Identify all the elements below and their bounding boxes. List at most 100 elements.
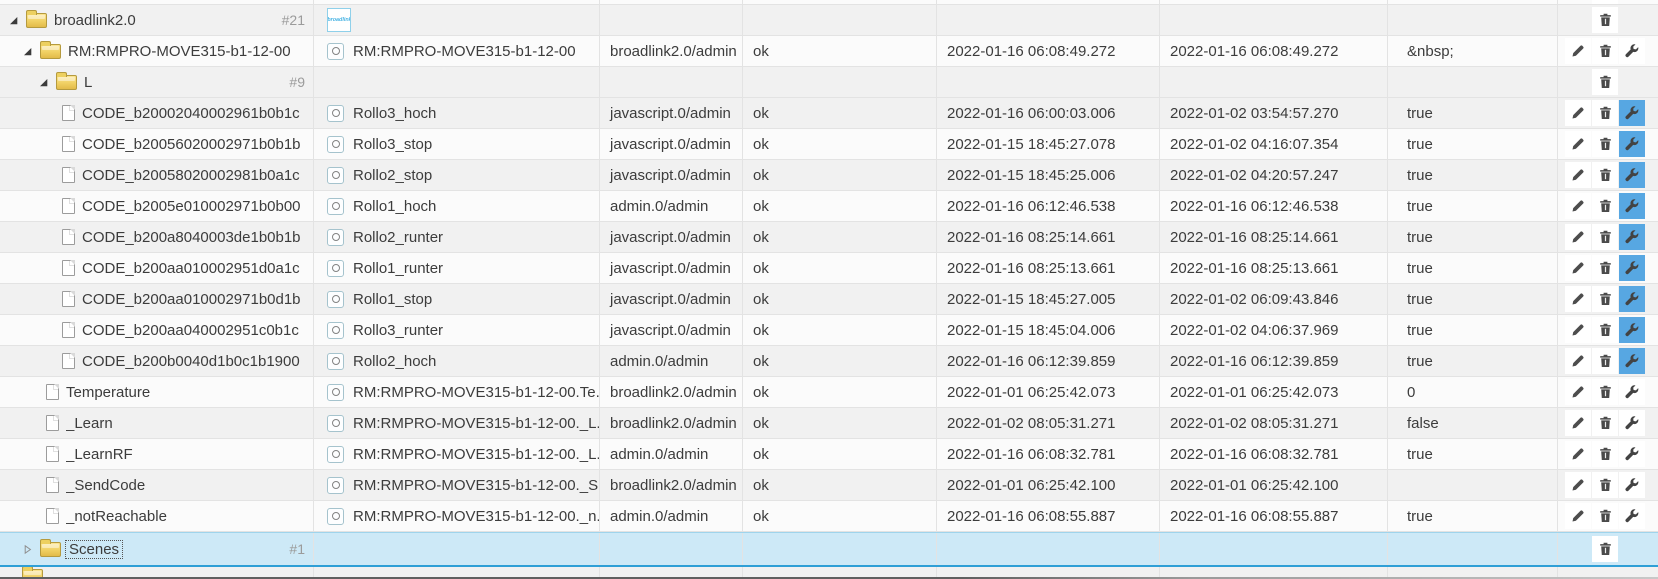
table-row[interactable]: CODE_b200a8040003de1b0b1b Rollo2_runter ja… (0, 222, 1658, 253)
delete-button[interactable] (1592, 193, 1618, 219)
settings-button[interactable] (1619, 224, 1645, 250)
settings-button[interactable] (1619, 317, 1645, 343)
edit-button[interactable] (1565, 100, 1591, 126)
table-row[interactable]: _LearnRF RM:RMPRO-MOVE315-b1-12-00._L... a… (0, 439, 1658, 470)
delete-button[interactable] (1592, 286, 1618, 312)
expander-closed-icon[interactable] (22, 543, 40, 555)
table-row[interactable]: CODE_b200aa040002951c0b1c Rollo3_runter ja… (0, 315, 1658, 346)
settings-button[interactable] (1619, 503, 1645, 529)
value-cell[interactable]: 0 (1388, 377, 1558, 407)
delete-button[interactable] (1592, 224, 1618, 250)
edit-button[interactable] (1565, 255, 1591, 281)
delete-button[interactable] (1592, 0, 1618, 4)
settings-button[interactable] (1619, 286, 1645, 312)
table-row[interactable]: _SendCode RM:RMPRO-MOVE315-b1-12-00._S...… (0, 470, 1658, 501)
table-row[interactable]: Temperature RM:RMPRO-MOVE315-b1-12-00.Te.… (0, 377, 1658, 408)
expander-open-icon[interactable] (38, 76, 56, 88)
delete-button[interactable] (1592, 69, 1618, 95)
table-row[interactable]: _Learn RM:RMPRO-MOVE315-b1-12-00._L... bro… (0, 408, 1658, 439)
tree-item-label[interactable]: CODE_b200b0040d1b0c1b1900 (82, 352, 300, 370)
tree-item-label[interactable]: CODE_b200a8040003de1b0b1b (82, 228, 301, 246)
table-row[interactable]: Scenes #1 (0, 532, 1658, 567)
delete-button[interactable] (1592, 131, 1618, 157)
delete-button[interactable] (1592, 100, 1618, 126)
table-row[interactable]: CODE_b200aa010002951d0a1c Rollo1_runter ja… (0, 253, 1658, 284)
value-cell[interactable]: &nbsp; (1388, 36, 1558, 66)
table-row[interactable]: CODE_b200aa010002971b0d1b Rollo1_stop java… (0, 284, 1658, 315)
table-row[interactable]: CODE_b20058020002981b0a1c Rollo2_stop java… (0, 160, 1658, 191)
expander-open-icon[interactable] (22, 45, 40, 57)
edit-button[interactable] (1565, 441, 1591, 467)
tree-item-label[interactable]: CODE_b20056020002971b0b1b (82, 135, 301, 153)
delete-button[interactable] (1592, 379, 1618, 405)
settings-button[interactable] (1619, 131, 1645, 157)
table-row[interactable]: _notReachable RM:RMPRO-MOVE315-b1-12-00._… (0, 501, 1658, 532)
value-cell[interactable]: false (1388, 408, 1558, 438)
edit-button[interactable] (1565, 193, 1591, 219)
value-cell[interactable]: true (1388, 501, 1558, 531)
settings-button[interactable] (1619, 100, 1645, 126)
value-cell[interactable]: true (1388, 346, 1558, 376)
table-row[interactable]: L #9 (0, 67, 1658, 98)
tree-item-label[interactable]: CODE_b20002040002961b0b1c (82, 104, 300, 122)
settings-button[interactable] (1619, 472, 1645, 498)
tree-item-label[interactable]: L (84, 73, 93, 91)
edit-button[interactable] (1565, 503, 1591, 529)
edit-button[interactable] (1565, 286, 1591, 312)
tree-item-label[interactable]: _Learn (66, 414, 113, 432)
value-cell[interactable]: true (1388, 98, 1558, 128)
settings-button[interactable] (1619, 348, 1645, 374)
delete-button[interactable] (1592, 255, 1618, 281)
settings-button[interactable] (1619, 193, 1645, 219)
tree-item-label[interactable]: Scenes (65, 539, 124, 559)
tree-item-label[interactable]: RM:RMPRO-MOVE315-b1-12-00 (68, 42, 291, 60)
table-row[interactable] (0, 567, 1658, 579)
settings-button[interactable] (1619, 410, 1645, 436)
table-row[interactable]: CODE_b200b0040d1b0c1b1900 Rollo2_hoch admi… (0, 346, 1658, 377)
value-cell[interactable]: true (1388, 129, 1558, 159)
edit-button[interactable] (1565, 38, 1591, 64)
edit-button[interactable] (1565, 317, 1591, 343)
tree-item-label[interactable]: _notReachable (66, 507, 167, 525)
expander-open-icon[interactable] (8, 14, 26, 26)
tree-item-label[interactable]: broadlink2.0 (54, 11, 136, 29)
settings-button[interactable] (1619, 379, 1645, 405)
edit-button[interactable] (1565, 162, 1591, 188)
delete-button[interactable] (1592, 410, 1618, 436)
tree-item-label[interactable]: Temperature (66, 383, 151, 401)
edit-button[interactable] (1565, 379, 1591, 405)
tree-item-label[interactable]: CODE_b200aa040002951c0b1c (82, 321, 299, 339)
tree-item-label[interactable]: _LearnRF (66, 445, 133, 463)
table-row[interactable] (0, 0, 1658, 5)
delete-button[interactable] (1592, 38, 1618, 64)
value-cell[interactable]: true (1388, 315, 1558, 345)
delete-button[interactable] (1592, 317, 1618, 343)
value-cell[interactable]: true (1388, 253, 1558, 283)
value-cell[interactable]: true (1388, 222, 1558, 252)
settings-button[interactable] (1619, 38, 1645, 64)
table-row[interactable]: broadlink2.0 #21 broadlink (0, 5, 1658, 36)
delete-button[interactable] (1592, 7, 1618, 33)
settings-button[interactable] (1619, 441, 1645, 467)
tree-item-label[interactable]: CODE_b200aa010002971b0d1b (82, 290, 301, 308)
delete-button[interactable] (1592, 348, 1618, 374)
tree-item-label[interactable]: CODE_b2005e010002971b0b00 (82, 197, 301, 215)
value-cell[interactable]: true (1388, 439, 1558, 469)
delete-button[interactable] (1592, 472, 1618, 498)
edit-button[interactable] (1565, 224, 1591, 250)
table-row[interactable]: RM:RMPRO-MOVE315-b1-12-00 RM:RMPRO-MOVE31… (0, 36, 1658, 67)
value-cell[interactable]: true (1388, 191, 1558, 221)
delete-button[interactable] (1592, 503, 1618, 529)
value-cell[interactable] (1388, 470, 1558, 500)
delete-button[interactable] (1592, 536, 1618, 562)
edit-button[interactable] (1565, 348, 1591, 374)
table-row[interactable]: CODE_b20056020002971b0b1b Rollo3_stop java… (0, 129, 1658, 160)
table-row[interactable]: CODE_b20002040002961b0b1c Rollo3_hoch java… (0, 98, 1658, 129)
edit-button[interactable] (1565, 472, 1591, 498)
edit-button[interactable] (1565, 410, 1591, 436)
tree-item-label[interactable]: CODE_b20058020002981b0a1c (82, 166, 300, 184)
tree-item-label[interactable]: _SendCode (66, 476, 146, 494)
table-row[interactable]: CODE_b2005e010002971b0b00 Rollo1_hoch admi… (0, 191, 1658, 222)
value-cell[interactable]: true (1388, 160, 1558, 190)
delete-button[interactable] (1592, 441, 1618, 467)
